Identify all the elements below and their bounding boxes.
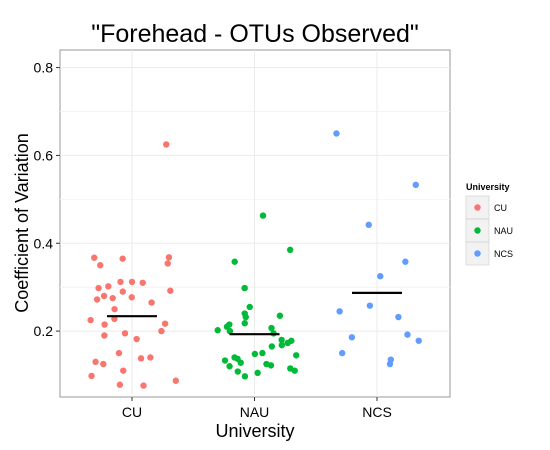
- data-point-nau: [284, 339, 291, 347]
- data-point-nau: [234, 368, 241, 375]
- data-point-cu: [133, 335, 140, 343]
- data-point-cu: [100, 360, 107, 368]
- data-point-cu: [115, 349, 123, 357]
- legend-label-ncs: NCS: [494, 249, 513, 259]
- data-point-cu: [116, 381, 124, 388]
- data-point-cu: [87, 316, 94, 324]
- data-point-nau: [214, 327, 221, 334]
- x-axis-title: University: [215, 421, 294, 441]
- legend-label-nau: NAU: [494, 226, 513, 236]
- legend: University CU NAU NCS: [465, 182, 513, 266]
- data-point-nau: [259, 349, 266, 357]
- data-point-nau: [226, 327, 234, 335]
- data-point-cu: [161, 320, 169, 327]
- data-point-cu: [137, 355, 145, 362]
- data-point-ncs: [386, 360, 394, 368]
- data-point-cu: [92, 358, 99, 366]
- data-point-cu: [93, 296, 101, 303]
- y-tick-label: 0.2: [34, 323, 54, 339]
- data-point-cu: [111, 305, 118, 313]
- y-tick-label: 0.4: [34, 235, 54, 251]
- legend-key-point-ncs: [474, 250, 481, 257]
- data-point-ncs: [404, 331, 411, 338]
- legend-label-cu: CU: [494, 203, 507, 213]
- data-point-ncs: [377, 273, 384, 280]
- data-point-cu: [164, 260, 171, 267]
- data-point-ncs: [365, 221, 372, 229]
- data-point-nau: [291, 367, 298, 374]
- data-point-cu: [100, 292, 108, 300]
- data-point-nau: [268, 324, 275, 332]
- data-point-ncs: [336, 308, 343, 315]
- x-axis: CU NAU NCS: [122, 397, 392, 420]
- data-point-ncs: [402, 258, 409, 265]
- data-point-cu: [167, 287, 174, 294]
- data-point-nau: [231, 258, 238, 265]
- data-point-nau: [268, 343, 276, 350]
- y-tick-label: 0.6: [34, 147, 54, 163]
- data-point-cu: [163, 141, 170, 148]
- data-point-cu: [119, 255, 126, 262]
- data-point-nau: [293, 352, 300, 359]
- data-point-nau: [241, 284, 248, 292]
- data-point-nau: [251, 350, 259, 358]
- legend-title: University: [466, 182, 510, 192]
- data-point-cu: [120, 367, 127, 374]
- data-point-nau: [254, 369, 261, 377]
- data-point-nau: [286, 246, 294, 254]
- x-tick-label: NCS: [362, 404, 392, 420]
- chart-title: "Forehead - OTUs Observed": [91, 20, 419, 48]
- data-point-nau: [278, 336, 285, 344]
- data-point-ncs: [333, 130, 340, 137]
- x-tick-label: CU: [122, 404, 142, 420]
- mean-lines: [107, 291, 402, 336]
- legend-key-point-cu: [474, 204, 481, 211]
- data-point-ncs: [415, 337, 422, 344]
- data-point-ncs: [348, 334, 356, 341]
- data-point-cu: [128, 294, 135, 301]
- data-point-nau: [241, 320, 248, 327]
- legend-key-point-nau: [474, 227, 481, 234]
- data-point-cu: [121, 330, 129, 337]
- data-point-nau: [226, 363, 233, 370]
- data-point-cu: [172, 377, 179, 384]
- data-point-nau: [267, 362, 275, 369]
- data-point-nau: [259, 212, 267, 219]
- data-point-ncs: [412, 181, 419, 189]
- data-point-cu: [158, 327, 165, 335]
- data-points: [87, 130, 422, 389]
- data-point-ncs: [366, 302, 374, 309]
- data-point-cu: [165, 254, 173, 261]
- data-point-cu: [140, 382, 147, 389]
- data-point-ncs: [338, 349, 346, 357]
- y-axis: 0.2 0.4 0.6 0.8: [34, 60, 60, 339]
- data-point-cu: [109, 294, 116, 302]
- data-point-cu: [147, 354, 154, 361]
- y-axis-title: Coefficient of Variation: [12, 133, 32, 312]
- data-point-nau: [241, 373, 249, 380]
- data-point-cu: [105, 283, 112, 290]
- data-point-nau: [278, 341, 286, 349]
- data-point-cu: [148, 299, 155, 306]
- data-point-nau: [237, 359, 244, 366]
- data-point-ncs: [395, 313, 402, 321]
- y-tick-label: 0.8: [34, 60, 54, 76]
- data-point-cu: [97, 262, 104, 269]
- data-point-cu: [128, 278, 136, 286]
- data-point-cu: [101, 321, 108, 328]
- data-point-nau: [246, 303, 253, 311]
- data-point-cu: [139, 279, 146, 286]
- x-tick-label: NAU: [240, 404, 270, 420]
- data-point-cu: [117, 278, 124, 286]
- data-point-cu: [88, 372, 95, 380]
- data-point-cu: [101, 332, 108, 339]
- data-point-nau: [221, 357, 229, 364]
- data-point-cu: [91, 254, 98, 261]
- data-point-nau: [242, 313, 249, 321]
- data-point-nau: [276, 312, 284, 319]
- data-point-cu: [95, 284, 102, 292]
- data-point-cu: [119, 288, 127, 295]
